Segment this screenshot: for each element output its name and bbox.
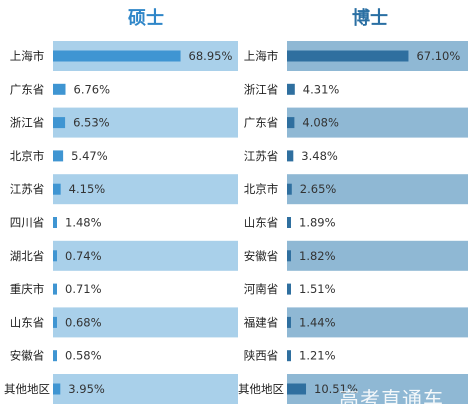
- doctor-category-label: 上海市: [244, 49, 279, 63]
- master-category-label: 山东省: [10, 315, 45, 329]
- doctor-category-label: 福建省: [244, 315, 279, 329]
- doctor-value-label: 1.89%: [299, 216, 336, 230]
- master-value-label: 6.53%: [73, 116, 110, 130]
- doctor-value-label: 1.21%: [299, 349, 336, 363]
- doctor-bar: [287, 283, 291, 295]
- doctor-row-band: [287, 174, 468, 205]
- doctor-bar: [287, 83, 295, 95]
- master-value-label: 0.71%: [65, 282, 102, 296]
- doctor-value-label: 67.10%: [416, 49, 460, 63]
- master-category-label: 江苏省: [10, 182, 45, 196]
- master-row-band: [53, 174, 238, 205]
- doctor-chart-title: 博士: [352, 7, 388, 29]
- doctor-category-label: 其他地区: [238, 382, 284, 396]
- master-bar: [53, 316, 57, 328]
- doctor-category-label: 山东省: [244, 216, 279, 230]
- master-value-label: 0.58%: [65, 349, 102, 363]
- master-category-label: 浙江省: [10, 116, 45, 130]
- master-category-label: 四川省: [10, 216, 45, 230]
- doctor-bar: [287, 117, 295, 129]
- master-bar: [53, 350, 57, 362]
- doctor-bar: [287, 183, 292, 195]
- doctor-category-label: 陕西省: [244, 349, 279, 363]
- doctor-row-band: [287, 240, 468, 271]
- master-value-label: 3.95%: [68, 382, 105, 396]
- doctor-category-label: 河南省: [244, 282, 279, 296]
- master-bar: [53, 283, 57, 295]
- doctor-value-label: 4.08%: [302, 116, 339, 130]
- master-bar: [53, 50, 181, 62]
- doctor-category-label: 浙江省: [244, 82, 279, 96]
- doctor-bar: [287, 250, 291, 262]
- doctor-category-label: 安徽省: [244, 249, 279, 263]
- doctor-value-label: 1.82%: [299, 249, 336, 263]
- doctor-bar: [287, 150, 294, 162]
- master-category-label: 湖北省: [10, 249, 45, 263]
- doctor-category-label: 北京市: [244, 182, 279, 196]
- master-category-label: 北京市: [10, 149, 45, 163]
- doctor-category-label: 广东省: [244, 116, 279, 130]
- doctor-value-label: 1.51%: [299, 282, 336, 296]
- master-value-label: 0.68%: [65, 315, 102, 329]
- master-category-label: 重庆市: [10, 282, 45, 296]
- master-row-band: [53, 107, 238, 138]
- master-chart-title: 硕士: [128, 8, 164, 29]
- master-bar: [53, 183, 61, 195]
- doctor-value-label: 2.65%: [300, 182, 337, 196]
- doctor-row-band: [287, 107, 468, 138]
- doctor-value-label: 10.51%: [314, 382, 358, 396]
- master-value-label: 5.47%: [71, 149, 108, 163]
- master-bar: [53, 383, 61, 395]
- master-category-label: 上海市: [10, 49, 45, 63]
- doctor-row-band: [287, 374, 468, 404]
- master-category-label: 安徽省: [10, 349, 45, 363]
- master-bar: [53, 117, 66, 129]
- watermark: 高考直通车: [339, 387, 444, 411]
- master-value-label: 4.15%: [69, 182, 106, 196]
- master-row-band: [53, 307, 238, 338]
- master-value-label: 68.95%: [189, 49, 233, 63]
- doctor-bar: [287, 383, 307, 395]
- doctor-value-label: 4.31%: [303, 82, 340, 96]
- master-value-label: 6.76%: [74, 82, 111, 96]
- doctor-bar: [287, 50, 409, 62]
- master-bar: [53, 217, 57, 228]
- master-row-band: [53, 240, 238, 271]
- doctor-bar: [287, 316, 291, 328]
- master-bar: [53, 250, 57, 262]
- master-bar: [53, 150, 64, 162]
- doctor-bar: [287, 350, 291, 362]
- doctor-row-band: [287, 307, 468, 338]
- master-bar: [53, 83, 66, 95]
- doctor-bar: [287, 217, 291, 228]
- master-category-label: 广东省: [10, 82, 45, 96]
- master-row-band: [53, 374, 238, 404]
- doctor-category-label: 江苏省: [244, 149, 279, 163]
- master-value-label: 1.48%: [65, 216, 102, 230]
- doctor-value-label: 1.44%: [299, 315, 336, 329]
- doctor-value-label: 3.48%: [301, 149, 338, 163]
- master-category-label: 其他地区: [4, 382, 50, 396]
- master-value-label: 0.74%: [65, 249, 102, 263]
